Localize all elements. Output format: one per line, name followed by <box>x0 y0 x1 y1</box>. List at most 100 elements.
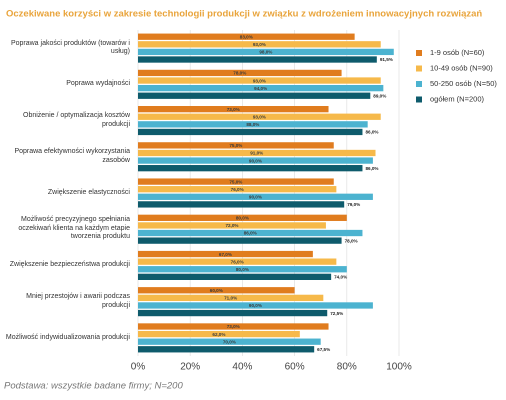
value-label: 93,0% <box>253 78 266 83</box>
value-label: 86,0% <box>365 166 378 171</box>
value-label: 89,0% <box>373 93 386 98</box>
legend-swatch <box>416 81 422 87</box>
bar <box>138 157 373 164</box>
legend-label: ogółem (N=200) <box>430 94 484 103</box>
bar <box>138 214 347 221</box>
value-label: 67,5% <box>317 347 330 352</box>
legend-label: 50-250 osób (N=50) <box>430 79 497 88</box>
bar <box>138 41 381 48</box>
value-label: 76,0% <box>231 187 244 192</box>
value-label: 72,0% <box>225 223 238 228</box>
value-label: 70,0% <box>223 339 236 344</box>
value-label: 80,0% <box>236 216 249 221</box>
legend-label: 1-9 osób (N=60) <box>430 48 485 57</box>
bar <box>138 266 347 273</box>
category-label-box: Zwiększenie bezpieczeństwa produkcji <box>9 261 130 269</box>
bar <box>138 287 295 294</box>
value-label: 93,0% <box>253 42 266 47</box>
y-tick-label: Możliwość precyzyjnego spełniania oczeki… <box>18 216 130 241</box>
bar <box>138 250 313 258</box>
bar <box>138 273 332 280</box>
x-tick-label: 20% <box>180 362 200 373</box>
value-label: 73,0% <box>227 107 240 112</box>
category-label-box: Poprawa jakości produktów (towarów i usł… <box>10 39 130 56</box>
category-label-box: Obniżenie / optymalizacja kosztów produk… <box>23 112 130 128</box>
value-label: 90,0% <box>249 158 262 163</box>
value-label: 94,0% <box>254 86 267 91</box>
bar <box>138 113 381 120</box>
bar <box>138 106 329 113</box>
value-label: 74,0% <box>334 275 347 280</box>
bar <box>138 323 329 330</box>
y-tick-label: Obniżenie / optymalizacja kosztów produk… <box>23 112 130 128</box>
legend-swatch <box>416 65 422 72</box>
y-tick-label: Poprawa jakości produktów (towarów i usł… <box>10 39 130 56</box>
bar <box>138 294 324 302</box>
legend-label: 10-49 osób (N=90) <box>430 63 493 72</box>
value-label: 78,0% <box>345 238 358 243</box>
bar <box>138 338 321 345</box>
value-label: 67,0% <box>219 252 232 257</box>
bar <box>138 302 373 309</box>
value-label: 98,0% <box>259 50 272 55</box>
bar <box>138 165 363 172</box>
value-label: 60,0% <box>210 288 223 293</box>
bar <box>138 128 363 136</box>
bar <box>138 69 342 77</box>
y-tick-label: Zwiększenie bezpieczeństwa produkcji <box>9 261 130 269</box>
chart-title: Oczekiwane korzyści w zakresie technolog… <box>6 9 482 20</box>
value-label: 80,0% <box>236 267 249 272</box>
value-label: 86,0% <box>244 231 257 236</box>
bar <box>138 258 337 265</box>
value-label: 93,0% <box>253 114 266 119</box>
value-label: 90,0% <box>249 303 262 308</box>
value-label: 71,0% <box>224 296 237 301</box>
category-label-box: Mniej przestojów i awarii podczas produk… <box>26 293 130 309</box>
category-label-box: Poprawa efektywności wykorzystania zasob… <box>14 148 130 164</box>
y-tick-label: Poprawa efektywności wykorzystania zasob… <box>14 148 130 164</box>
legend-swatch <box>416 50 422 56</box>
bar <box>138 121 368 128</box>
bar <box>138 77 381 84</box>
bar <box>138 92 371 99</box>
bar <box>138 48 394 56</box>
footnote: Podstawa: wszystkie badane firmy; N=200 <box>4 381 183 392</box>
value-label: 73,0% <box>227 324 240 329</box>
value-label: 88,0% <box>246 122 259 127</box>
bar <box>138 149 376 157</box>
category-label-box: Zwiększenie elastyczności <box>47 188 130 196</box>
bar <box>138 229 363 237</box>
x-tick-label: 60% <box>285 362 305 373</box>
bar <box>138 330 300 338</box>
bar <box>138 142 334 149</box>
y-tick-label: Zwiększenie elastyczności <box>47 188 130 196</box>
legend-swatch <box>416 96 422 103</box>
value-label: 91,0% <box>250 151 263 156</box>
x-tick-label: 100% <box>386 362 412 373</box>
x-tick-label: 40% <box>232 362 252 373</box>
category-label-box: Poprawa wydajności <box>66 80 130 87</box>
value-label: 91,5% <box>380 57 393 62</box>
x-tick-label: 80% <box>337 362 357 373</box>
bar <box>138 346 315 353</box>
category-label-box: Możliwość indywidualizowania produkcji <box>6 334 130 341</box>
value-label: 72,5% <box>330 311 343 316</box>
bar <box>138 84 384 92</box>
bar <box>138 33 355 40</box>
value-label: 75,0% <box>229 179 242 184</box>
value-label: 90,0% <box>249 195 262 200</box>
value-label: 76,0% <box>231 259 244 264</box>
category-label-box: Możliwość precyzyjnego spełniania oczeki… <box>18 216 130 241</box>
value-label: 75,0% <box>229 143 242 148</box>
value-label: 79,0% <box>347 202 360 207</box>
bar <box>138 56 377 63</box>
bar <box>138 309 328 317</box>
bar <box>138 193 373 200</box>
bar <box>138 178 334 185</box>
bar <box>138 186 337 193</box>
y-tick-label: Mniej przestojów i awarii podczas produk… <box>26 293 130 309</box>
value-label: 83,0% <box>240 34 253 39</box>
bar <box>138 201 345 208</box>
bar <box>138 222 326 229</box>
